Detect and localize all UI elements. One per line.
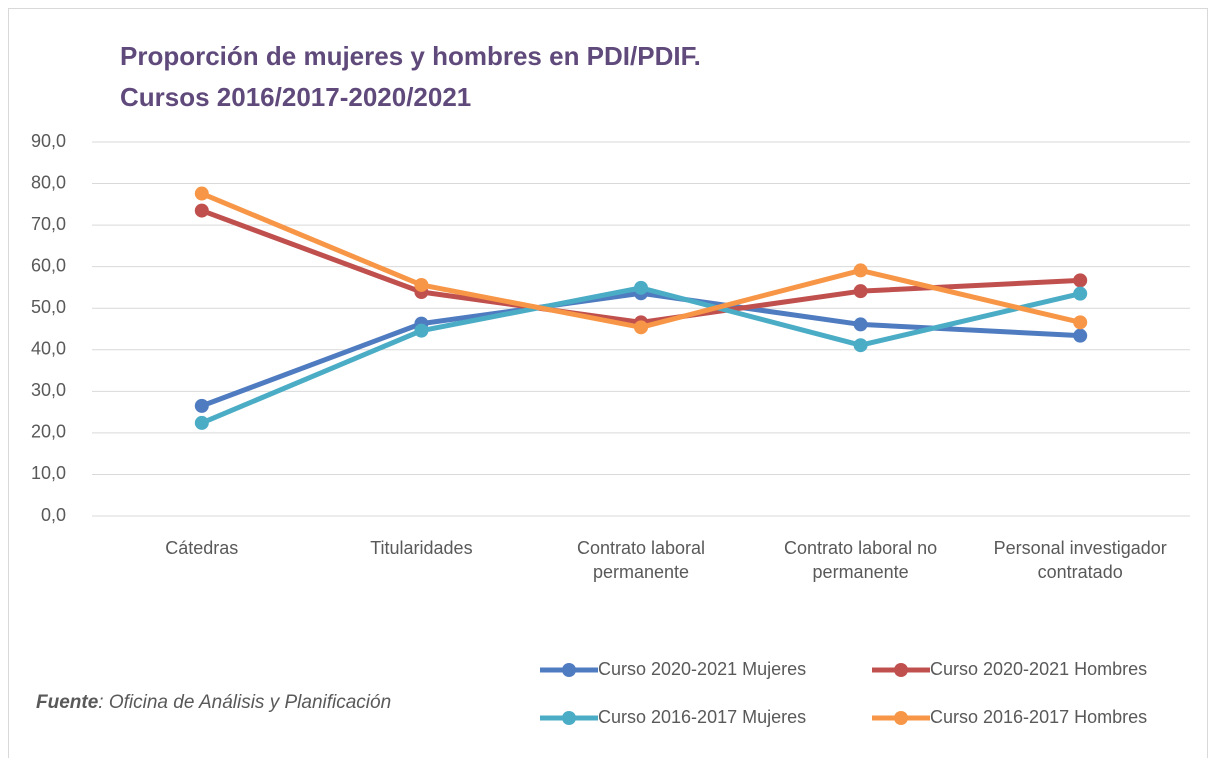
legend-label: Curso 2020-2021 Mujeres (598, 659, 806, 679)
legend-label: Curso 2016-2017 Mujeres (598, 707, 806, 727)
y-tick-label: 50,0 (31, 297, 66, 317)
legend-marker (562, 711, 576, 725)
point (634, 280, 648, 295)
point (194, 186, 209, 201)
y-tick-label: 60,0 (31, 255, 66, 275)
y-tick-label: 10,0 (31, 463, 66, 483)
x-tick-label: Personal investigador contratado (993, 538, 1167, 582)
point (1073, 286, 1088, 301)
chart-frame (8, 8, 1208, 758)
point (634, 320, 648, 335)
x-tick-label: Contrato laboral permanente (576, 538, 706, 582)
point (194, 398, 209, 413)
point (853, 284, 868, 299)
point (853, 338, 868, 353)
point (853, 263, 868, 278)
point (194, 203, 209, 218)
chart-subtitle: Cursos 2016/2017-2020/2021 (120, 82, 471, 112)
y-tick-label: 0,0 (41, 505, 66, 525)
legend-marker (894, 711, 908, 725)
chart-title: Proporción de mujeres y hombres en PDI/P… (120, 41, 701, 71)
point (1073, 315, 1088, 330)
point (414, 323, 429, 338)
y-tick-label: 90,0 (31, 131, 66, 151)
legend-marker (894, 663, 908, 677)
point (1073, 328, 1088, 343)
point (194, 415, 209, 430)
y-tick-label: 20,0 (31, 422, 66, 442)
point (414, 277, 429, 292)
legend-label: Curso 2016-2017 Hombres (930, 707, 1147, 727)
source-text: : Oficina de Análisis y Planificación (98, 692, 392, 713)
y-tick-label: 80,0 (31, 172, 66, 192)
y-tick-label: 30,0 (31, 380, 66, 400)
point (853, 317, 868, 332)
x-tick-label: Cátedras (165, 538, 239, 558)
x-tick-label: Titularidades (370, 538, 473, 558)
x-tick-label: Contrato laboral no permanente (784, 538, 938, 582)
y-tick-label: 40,0 (31, 339, 66, 359)
source: Fuente: Oficina de Análisis y Planificac… (36, 692, 391, 714)
y-tick-label: 70,0 (31, 214, 66, 234)
legend-marker (562, 663, 576, 677)
source-label: Fuente (36, 692, 99, 713)
legend-label: Curso 2020-2021 Hombres (930, 659, 1147, 679)
point (1073, 273, 1088, 288)
